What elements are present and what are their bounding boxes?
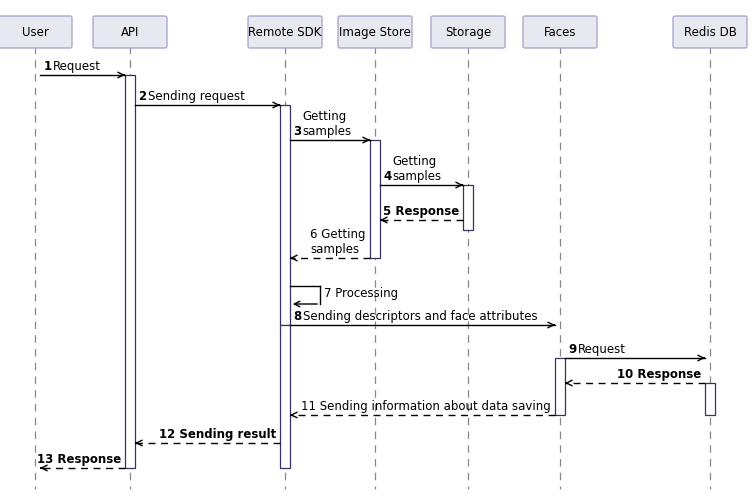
Text: API: API [121, 25, 139, 38]
Text: Faces: Faces [544, 25, 576, 38]
FancyBboxPatch shape [338, 16, 412, 48]
Bar [705, 383, 715, 415]
Text: Request: Request [578, 343, 626, 356]
Text: Request: Request [53, 60, 101, 73]
Text: 12 Sending result: 12 Sending result [159, 428, 276, 441]
Text: Remote SDK: Remote SDK [248, 25, 322, 38]
FancyBboxPatch shape [523, 16, 597, 48]
Text: Storage: Storage [445, 25, 491, 38]
Text: 5 Response: 5 Response [383, 205, 459, 218]
Text: 3: 3 [294, 125, 307, 138]
Text: 2: 2 [139, 90, 151, 103]
Bar [280, 325, 290, 468]
Text: 11 Sending information about data saving: 11 Sending information about data saving [301, 400, 551, 413]
Text: 1: 1 [44, 60, 57, 73]
Bar [463, 185, 473, 230]
FancyBboxPatch shape [248, 16, 322, 48]
Text: User: User [22, 25, 48, 38]
Text: Sending descriptors and face attributes: Sending descriptors and face attributes [303, 310, 538, 323]
Text: 6 Getting
samples: 6 Getting samples [310, 228, 366, 256]
Text: 8: 8 [294, 310, 307, 323]
Text: Redis DB: Redis DB [683, 25, 736, 38]
Text: 13 Response: 13 Response [37, 453, 121, 466]
Text: 10 Response: 10 Response [617, 368, 701, 381]
Text: 9: 9 [569, 343, 581, 356]
Bar [125, 75, 135, 468]
Text: Image Store: Image Store [339, 25, 411, 38]
Text: 7 Processing: 7 Processing [324, 287, 398, 300]
Bar [555, 358, 565, 415]
FancyBboxPatch shape [673, 16, 747, 48]
FancyBboxPatch shape [0, 16, 72, 48]
Bar [370, 140, 380, 258]
Text: 4: 4 [384, 170, 396, 183]
Text: Getting
samples: Getting samples [393, 155, 442, 183]
Bar [280, 105, 290, 325]
FancyBboxPatch shape [431, 16, 505, 48]
Text: Getting
samples: Getting samples [303, 110, 352, 138]
FancyBboxPatch shape [93, 16, 167, 48]
Text: Sending request: Sending request [148, 90, 245, 103]
